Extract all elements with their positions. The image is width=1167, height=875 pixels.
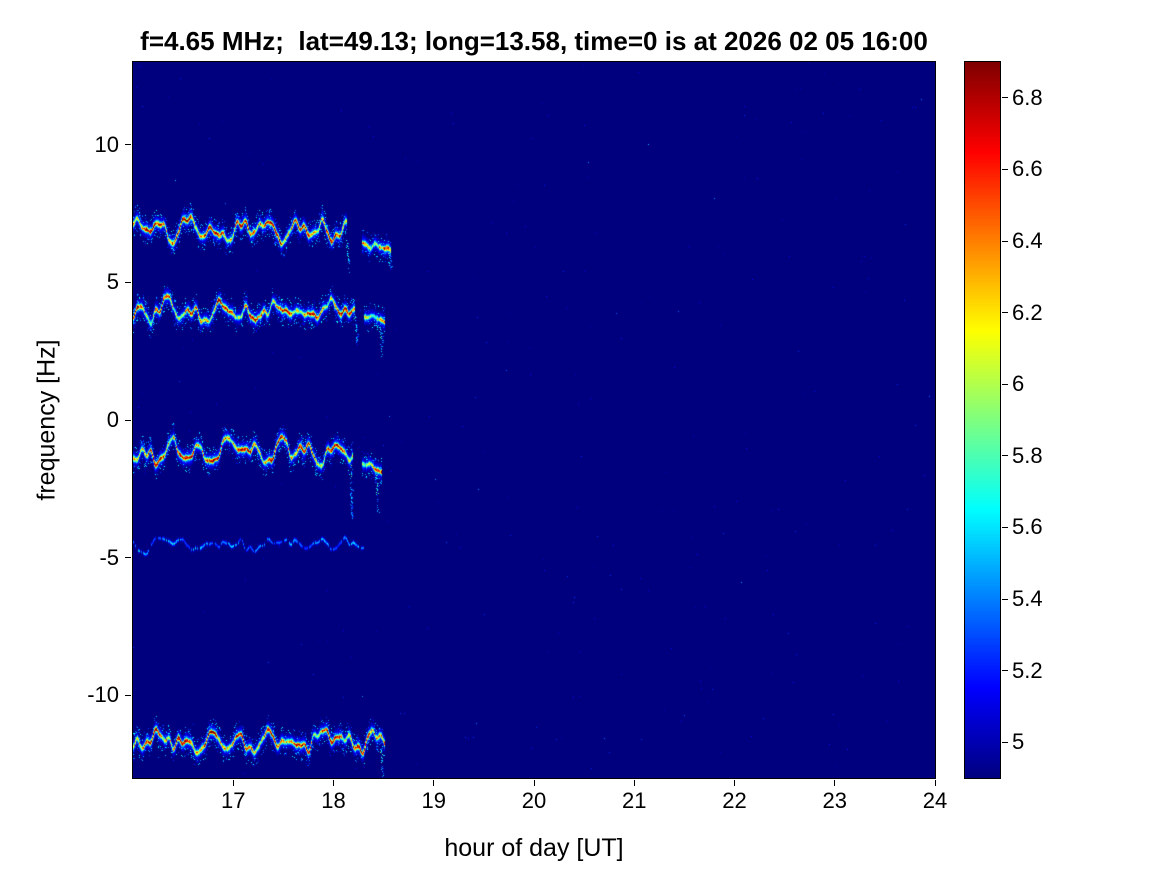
colorbar-tick-label: 6.2 [1012,299,1043,325]
x-axis-label: hour of day [UT] [444,834,624,862]
colorbar-tick-mark [1002,741,1008,743]
x-tick-label: 20 [521,788,547,813]
colorbar-tick-mark [1002,598,1008,600]
colorbar-tick-label: 5.6 [1012,514,1043,540]
x-tick-mark [834,780,836,786]
plot-area [132,61,936,779]
colorbar-tick-label: 6 [1012,371,1025,397]
y-tick-label: 5 [106,269,119,295]
x-tick-mark [232,780,234,786]
spectrogram-canvas [133,62,935,778]
y-tick-label: -10 [87,682,119,708]
y-tick-label: 0 [106,407,119,432]
colorbar-tick-label: 5.4 [1012,586,1043,611]
y-tick-mark [125,557,131,559]
x-tick-mark [734,780,735,786]
colorbar-tick-mark [1002,240,1008,242]
colorbar-tick-mark [1002,97,1008,99]
x-tick-mark [934,780,936,786]
y-tick-mark [125,281,131,283]
y-tick-mark [125,694,131,696]
y-tick-label: 10 [94,131,119,157]
x-tick-label: 17 [221,788,246,813]
x-tick-mark [433,780,435,786]
x-tick-mark [333,780,334,786]
colorbar-tick-mark [1002,168,1008,170]
y-tick-label: -5 [99,544,119,570]
x-tick-label: 23 [822,788,847,813]
plot-title: f=4.65 MHz; lat=49.13; long=13.58, time=… [140,26,928,56]
x-tick-mark [533,780,535,786]
colorbar-tick-mark [1002,455,1008,457]
colorbar-tick-mark [1002,312,1008,314]
colorbar-tick-label: 6.4 [1012,228,1043,253]
x-tick-label: 24 [922,788,948,813]
colorbar-tick-label: 5.8 [1012,442,1043,468]
x-tick-label: 19 [421,788,446,813]
colorbar-tick-label: 6.6 [1012,156,1043,182]
colorbar-tick-mark [1002,383,1008,385]
colorbar-tick-label: 5.2 [1012,657,1043,683]
colorbar-tick-mark [1002,526,1008,528]
y-tick-mark [125,144,131,146]
colorbar [964,61,1001,779]
x-tick-label: 18 [321,788,346,813]
colorbar-tick-label: 5 [1012,729,1025,755]
x-tick-mark [633,780,635,786]
colorbar-tick-label: 6.8 [1012,84,1043,110]
x-tick-label: 22 [722,788,747,813]
y-tick-mark [125,419,131,421]
colorbar-tick-mark [1002,670,1008,672]
colorbar-canvas [965,62,1000,778]
x-tick-label: 21 [622,788,647,813]
